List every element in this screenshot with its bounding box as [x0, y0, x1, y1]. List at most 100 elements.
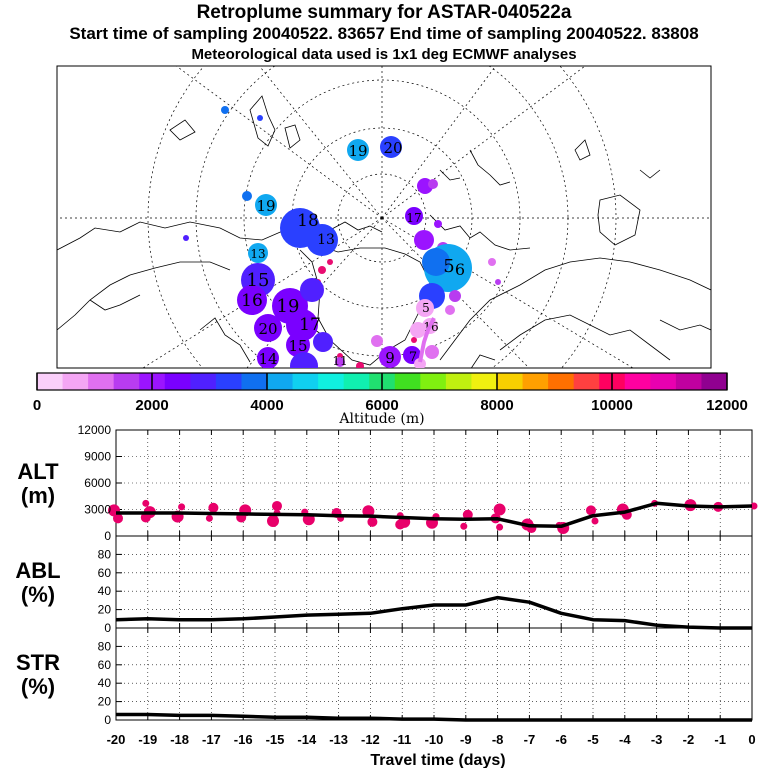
x-tick-label: -9 [460, 732, 472, 747]
abl-y-tick-labels: 0 20 40 60 80 [98, 547, 112, 635]
str-y-tick-label: 40 [98, 676, 112, 690]
x-tick-label: -17 [202, 732, 221, 747]
day-label: 15 [247, 270, 270, 291]
colorbar-cell [624, 373, 651, 390]
day-label: 20 [383, 139, 402, 157]
alt-plume-point [113, 513, 123, 524]
plume-red-blob [327, 259, 333, 265]
x-tick-label: -6 [555, 732, 567, 747]
alt-plume-point [208, 502, 219, 513]
colorbar-cell [548, 373, 575, 390]
colorbar-axis-label: Altitude (m) [338, 411, 424, 427]
abl-y-axis-label: ABL (%) [15, 558, 60, 607]
position-marker [445, 305, 455, 315]
day-label: 15 [288, 337, 307, 355]
x-tick-label: -8 [492, 732, 504, 747]
position-marker [379, 346, 401, 368]
x-tick-label: -3 [651, 732, 663, 747]
x-tick-labels: -20 -19 -18 -17 -16 -15 -14 -13 -12 -11 -10 -9 -8 -7-… [107, 732, 756, 747]
alt-mean-line [116, 501, 753, 529]
day-label: 17 [406, 211, 421, 225]
colorbar-cell [113, 373, 140, 390]
x-tick-label: -19 [138, 732, 157, 747]
position-marker [335, 357, 345, 367]
position-marker [488, 258, 496, 266]
alt-plume-point [140, 512, 151, 523]
alt-plume-point [586, 505, 596, 516]
day-label: 9 [385, 349, 395, 367]
x-tick-label: -10 [425, 732, 444, 747]
day-label: 20 [258, 320, 277, 338]
chart-title: Retroplume summary for ASTAR-040522a [196, 2, 572, 23]
position-marker [422, 248, 450, 276]
colorbar-cell [215, 373, 242, 390]
day-label: 6 [455, 260, 465, 279]
day-label: 18 [297, 211, 319, 231]
map-day-labels: 19 20 19 18 17 13 15 16 19 20 15 14 17 5… [241, 139, 465, 368]
position-marker [371, 335, 383, 347]
str-y-tick-label: 0 [104, 713, 111, 727]
day-label: 7 [409, 350, 417, 365]
colorbar-cell [267, 373, 294, 390]
colorbar-cell [190, 373, 217, 390]
x-tick-label: -4 [619, 732, 631, 747]
colorbar-cell [522, 373, 549, 390]
map-frame [56, 65, 712, 369]
position-marker [414, 358, 426, 368]
position-marker [300, 278, 324, 302]
position-marker [257, 347, 279, 368]
position-marker [248, 243, 268, 263]
colorbar-tick-label: 2000 [135, 397, 168, 414]
day-label: 13 [250, 247, 265, 261]
colorbar-cell [420, 373, 447, 390]
alt-plume-point [205, 514, 213, 522]
x-tick-label: -16 [234, 732, 253, 747]
x-tick-label: -18 [170, 732, 189, 747]
colorbar-cell [573, 373, 600, 390]
x-tick-label: -2 [683, 732, 695, 747]
colorbar-cell [675, 373, 702, 390]
position-marker [425, 345, 439, 359]
alt-y-tick-label: 12000 [78, 423, 112, 437]
colorbar-cell [241, 373, 268, 390]
y-axis-label-part: (%) [21, 582, 55, 607]
str-y-tick-labels: 0 20 40 60 80 [98, 639, 112, 727]
str-y-tick-label: 20 [98, 695, 112, 709]
colorbar-cell [343, 373, 370, 390]
str-grid [115, 628, 753, 721]
colorbar-cell [650, 373, 677, 390]
position-marker [254, 314, 282, 342]
str-line [116, 712, 752, 722]
alt-plume-point [395, 519, 406, 530]
alt-plume-point [591, 517, 599, 525]
position-marker [416, 299, 434, 317]
x-tick-label: -5 [587, 732, 599, 747]
x-axis-label: Travel time (days) [370, 752, 505, 768]
colorbar-cell [445, 373, 472, 390]
position-marker [428, 179, 438, 189]
position-marker [405, 207, 423, 225]
position-marker [242, 191, 252, 201]
str-frame [115, 627, 753, 721]
alt-plume-point [267, 514, 279, 527]
position-marker [286, 333, 310, 357]
str-y-tick-label: 60 [98, 658, 112, 672]
abl-y-tick-label: 60 [98, 566, 112, 580]
alt-plume-point [178, 503, 186, 511]
altitude-colorbar: 0 2000 4000 6000 8000 10000 12000 Altitu… [33, 372, 748, 427]
map-position-markers [183, 106, 501, 368]
colorbar-cell [318, 373, 345, 390]
colorbar-cell [394, 373, 421, 390]
colorbar-cell [62, 373, 89, 390]
met-data-note: Meteorological data used is 1x1 deg ECMW… [191, 46, 577, 63]
colorbar-tick-label: 6000 [365, 397, 398, 414]
day-label: 19 [277, 296, 300, 317]
colorbar-tick-label: 4000 [250, 397, 283, 414]
alt-plume-point [750, 502, 758, 510]
abl-line [115, 595, 752, 630]
day-label: 16 [241, 291, 263, 311]
alt-y-tick-labels: 0 3000 6000 9000 12000 [78, 423, 112, 543]
day-label: 17 [299, 315, 321, 335]
colorbar-cell [292, 373, 319, 390]
